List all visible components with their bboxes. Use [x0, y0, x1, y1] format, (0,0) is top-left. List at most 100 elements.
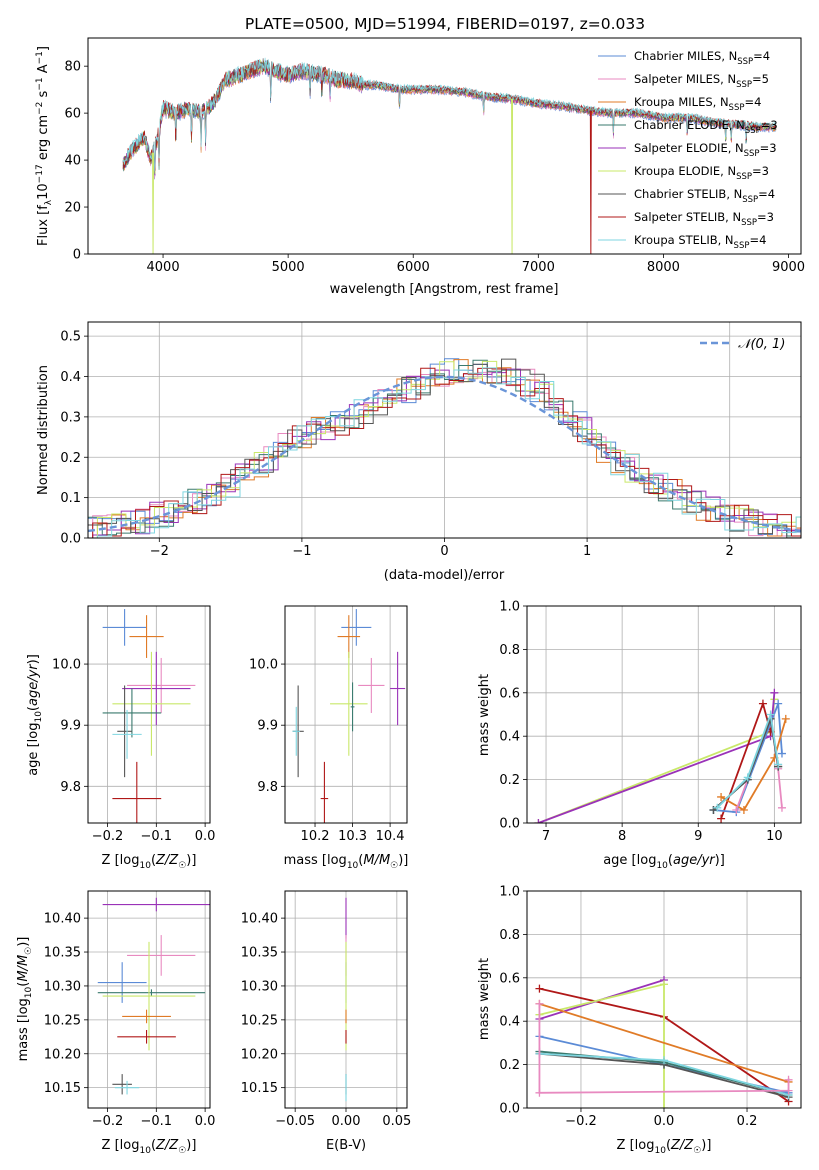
x-tick-label: 8 [618, 829, 626, 844]
x-tick-label: 6000 [397, 260, 430, 275]
weight-age-panel-plot-area [534, 688, 790, 823]
y-tick-label: 10.35 [241, 946, 278, 961]
age-z-ylabel: age [log10(age/yr)] [26, 654, 44, 776]
x-tick-label: −0.2 [565, 1114, 597, 1129]
marker-kroupa_stelib [743, 773, 752, 782]
age-mass-panel-plot-area [292, 609, 406, 823]
marker-salpeter_miles [535, 1088, 544, 1097]
weight-line-kroupa_miles [720, 718, 787, 812]
legend-label: Kroupa STELIB, NSSP=4 [634, 233, 766, 251]
x-tick-label: 10.2 [301, 829, 330, 844]
y-tick-label: 0 [73, 248, 81, 263]
errorbar-salpeter_elodie [390, 651, 406, 726]
x-tick-label: −1 [292, 544, 311, 559]
axes-frame [87, 890, 211, 1109]
x-tick-label: −0.05 [275, 1114, 315, 1129]
axes-frame [284, 605, 408, 824]
axes-frame [87, 605, 211, 824]
errorbar-chabrier_stelib [117, 685, 132, 778]
y-tick-label: 0.0 [499, 1102, 520, 1117]
y-tick-label: 10.0 [52, 658, 81, 673]
x-tick-label: −0.2 [92, 829, 124, 844]
legend-label: Chabrier STELIB, NSSP=4 [634, 187, 775, 205]
residuals-panel-plot-area [88, 358, 801, 538]
histogram-salpeter_elodie [92, 368, 801, 538]
errorbar-chabrier_miles [102, 609, 147, 646]
x-tick-label: 10.3 [338, 829, 367, 844]
age-mass-xlabel: mass [log10(M/M☉)] [284, 853, 409, 871]
marker-salpeter_stelib [717, 814, 726, 823]
marker-kroupa_stelib [660, 1056, 668, 1065]
x-tick-label: 1 [583, 544, 591, 559]
errorbar-kroupa_miles [122, 1009, 171, 1024]
errorbar-chabrier_stelib [112, 1074, 132, 1095]
weight-z-panel: −0.2 0.0 0.2 0.0 0.2 0.4 0.6 0.8 1.0 [499, 885, 802, 1129]
residuals-panel: −2 −1 0 1 2 0.0 0.1 0.2 0.3 0.4 0.5 [60, 321, 802, 559]
y-tick-label: 0.0 [499, 817, 520, 832]
weight-line-chabrier_miles [713, 703, 783, 814]
legend-label: Chabrier ELODIE, NSSP=3 [634, 118, 778, 136]
weight-age-panel: 7 8 9 10 0.0 0.2 0.4 0.6 0.8 1.0 [499, 600, 802, 844]
x-tick-label: 0.2 [737, 1114, 758, 1129]
x-tick-label: 0.0 [654, 1114, 675, 1129]
x-tick-label: 0.00 [332, 1114, 361, 1129]
axes-frame [87, 37, 802, 255]
y-tick-label: 9.9 [257, 719, 278, 734]
marker-salpeter_elodie [534, 819, 543, 823]
x-tick-label: −0.2 [92, 1114, 124, 1129]
spectrum-line-kroupa_stelib [122, 57, 777, 172]
marker-kroupa_stelib [774, 760, 783, 769]
legend-label: Kroupa ELODIE, NSSP=3 [634, 164, 769, 182]
y-tick-label: 10.15 [44, 1081, 81, 1096]
x-tick-label: −0.1 [141, 829, 173, 844]
weight-z-xlabel: Z [log10(Z/Z☉)] [617, 1138, 712, 1156]
histogram-salpeter_miles [92, 368, 801, 538]
marker-salpeter_elodie [770, 688, 779, 697]
errorbar-chabrier_miles [97, 962, 147, 1003]
mass-z-panel: −0.2 −0.1 0.0 10.15 10.20 10.25 10.30 10.35 10.4… [44, 890, 215, 1129]
y-tick-label: 10.40 [44, 912, 81, 927]
age-z-panel-plot-area [102, 609, 196, 823]
y-tick-label: 40 [64, 154, 81, 169]
y-tick-label: 0.4 [60, 370, 81, 385]
x-tick-label: 8000 [647, 260, 680, 275]
age-mass-panel: 10.2 10.3 10.4 9.8 9.9 10.0 [249, 605, 408, 844]
errorbar-chabrier_elodie [350, 682, 355, 732]
y-tick-label: 0.2 [60, 451, 81, 466]
axes-frame [526, 605, 802, 824]
y-tick-label: 0.2 [499, 773, 520, 788]
errorbar-kroupa_miles [129, 615, 164, 658]
x-tick-label: 7 [542, 829, 550, 844]
x-tick-label: 10.4 [376, 829, 405, 844]
figure-title: PLATE=0500, MJD=51994, FIBERID=0197, z=0… [245, 15, 645, 33]
y-tick-label: 10.30 [241, 979, 278, 994]
mass-z-panel-plot-area [97, 897, 210, 1095]
y-tick-label: 0.1 [60, 491, 81, 506]
weight-z-ylabel: mass weight [477, 958, 492, 1040]
spectrum-dropout [589, 111, 592, 254]
legend-label: Chabrier MILES, NSSP=4 [634, 49, 770, 67]
y-tick-label: 0.2 [499, 1058, 520, 1073]
errorbar-salpeter_elodie [102, 897, 210, 912]
mass-z-xlabel: Z [log10(Z/Z☉)] [102, 1138, 197, 1156]
y-tick-label: 0.3 [60, 410, 81, 425]
mass-ebv-xlabel: E(B-V) [326, 1138, 366, 1153]
errorbar-kroupa_stelib [292, 706, 301, 756]
spectrum-dropout [511, 98, 514, 254]
y-tick-label: 10.30 [44, 979, 81, 994]
marker-kroupa_stelib [766, 710, 775, 719]
errorbar-salpeter_stelib [112, 761, 162, 823]
histogram-kroupa_stelib [96, 367, 801, 538]
y-tick-label: 0.4 [499, 730, 520, 745]
x-tick-label: 7000 [522, 260, 555, 275]
errorbar-kroupa_stelib [114, 1080, 140, 1095]
weight-line-kroupa_stelib [716, 714, 780, 809]
y-tick-label: 10.25 [44, 1013, 81, 1028]
errorbar-kroupa_stelib [112, 709, 142, 759]
histogram-salpeter_stelib [92, 367, 801, 538]
x-tick-label: 0 [440, 544, 448, 559]
marker-salpeter_miles [732, 805, 741, 814]
marker-kroupa_elodie [660, 1104, 668, 1108]
legend-label: Salpeter STELIB, NSSP=3 [634, 210, 774, 228]
y-tick-label: 60 [64, 107, 81, 122]
